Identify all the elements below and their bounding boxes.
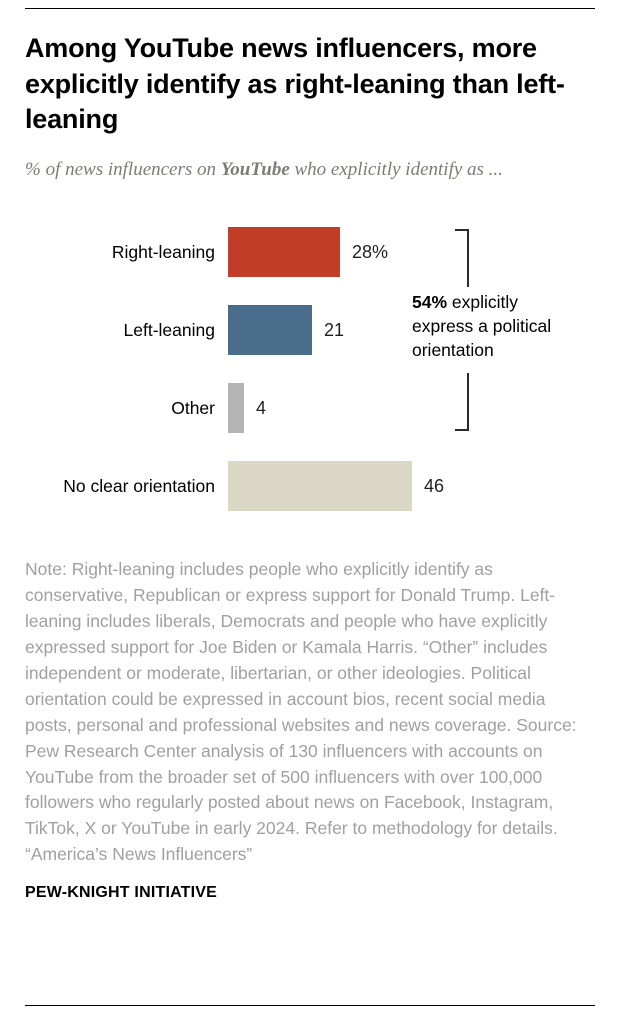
chart-title: Among YouTube news influencers, more exp… <box>25 33 565 135</box>
bar-area: 28% <box>228 227 389 278</box>
bracket-bottom-segment <box>455 373 469 432</box>
bar-left-leaning <box>228 305 312 356</box>
bar-row-no-clear-orientation: No clear orientation 46 <box>25 461 595 512</box>
subtitle-prefix: % of news influencers on <box>25 158 221 180</box>
category-label: Other <box>171 397 215 418</box>
attribution-text: “America’s News Influencers” <box>25 844 253 865</box>
category-label: No clear orientation <box>63 475 215 496</box>
bar-no-clear-orientation <box>228 461 412 512</box>
note-text: Note: Right-leaning includes people who … <box>25 559 577 839</box>
value-label: 4 <box>256 397 267 418</box>
bar-area: 4 <box>228 383 267 434</box>
bracket-top-segment <box>455 229 469 288</box>
value-label: 28% <box>352 241 389 262</box>
bottom-rule <box>25 1005 595 1006</box>
value-label: 46 <box>424 475 445 496</box>
bar-row-right-leaning: Right-leaning 28% <box>25 227 595 278</box>
subtitle-suffix: who explicitly identify as ... <box>289 158 503 180</box>
subtitle-bold-youtube: YouTube <box>220 158 290 180</box>
bar-area: 21 <box>228 305 345 356</box>
annotation-54pct: 54% explicitly express a political orien… <box>412 291 572 362</box>
bar-area: 46 <box>228 461 445 512</box>
category-label: Right-leaning <box>111 241 215 262</box>
top-rule <box>25 8 595 9</box>
bar-other <box>228 383 244 434</box>
footer-brand: PEW-KNIGHT INITIATIVE <box>25 884 218 902</box>
bar-row-left-leaning: Left-leaning 21 <box>25 305 595 356</box>
chart-subtitle: % of news influencers on YouTube who exp… <box>25 156 595 184</box>
annotation-bold: 54% <box>412 292 448 313</box>
bar-right-leaning <box>228 227 340 278</box>
category-label: Left-leaning <box>123 319 215 340</box>
annotation-text: explicitly express a political orientati… <box>412 292 552 360</box>
value-label: 21 <box>324 319 345 340</box>
bar-row-other: Other 4 <box>25 383 595 434</box>
bar-chart: Right-leaning 28% Left-leaning 21 Other … <box>25 227 595 512</box>
